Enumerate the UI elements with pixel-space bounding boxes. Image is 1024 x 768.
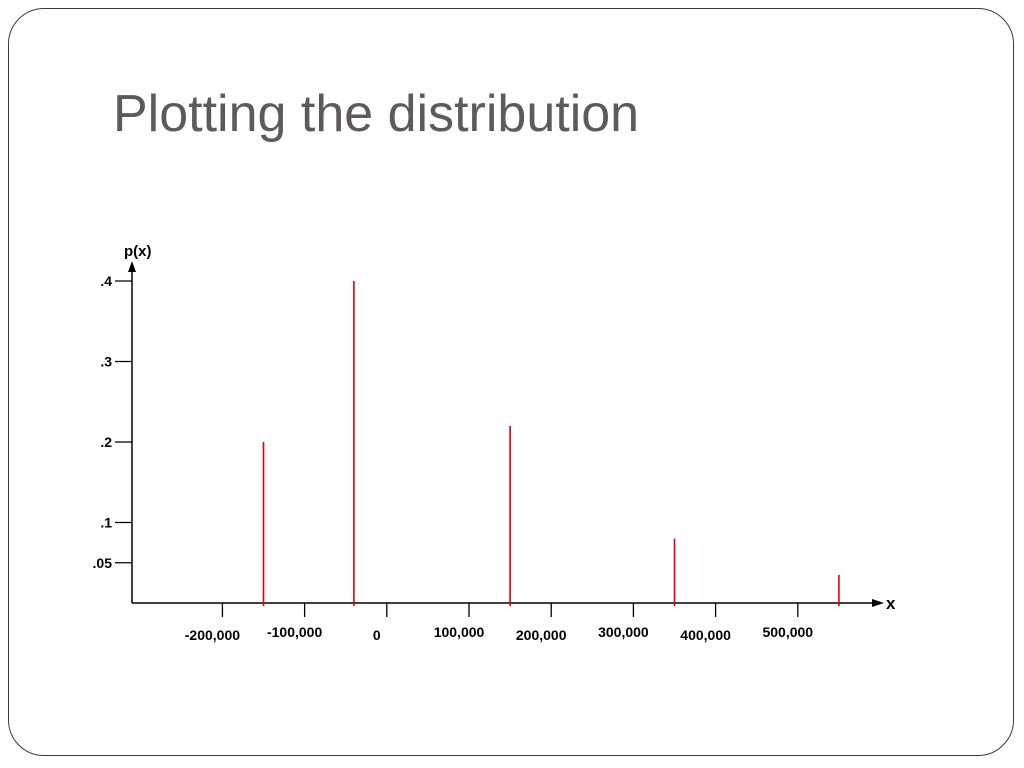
- x-tick-label: 500,000: [762, 624, 813, 640]
- x-axis-title: x: [886, 594, 896, 613]
- y-axis-arrow: [128, 261, 136, 272]
- chart-bars: [262, 281, 840, 606]
- chart-axes: [128, 261, 884, 607]
- y-tick-label: .4: [100, 273, 112, 289]
- slide-title: Plotting the distribution: [113, 85, 640, 143]
- chart-ticks: .05 .1 .2 .3 .4 -200,000 -100,000 0 100,000 200,0…: [93, 273, 814, 643]
- x-axis-arrow: [872, 599, 884, 607]
- slide-frame: [8, 8, 1014, 756]
- x-tick-label: 0: [373, 627, 381, 643]
- x-tick-label: 300,000: [598, 624, 649, 640]
- y-tick-label: .3: [100, 354, 112, 370]
- x-tick-label: 100,000: [434, 624, 485, 640]
- y-axis-title: p(x): [124, 243, 152, 260]
- x-tick-label: -100,000: [267, 624, 322, 640]
- y-tick-label: .2: [100, 434, 112, 450]
- x-tick-label: -200,000: [185, 627, 240, 643]
- y-tick-label: .1: [100, 515, 112, 531]
- y-tick-label: .05: [93, 555, 113, 571]
- x-tick-label: 400,000: [680, 627, 731, 643]
- x-tick-label: 200,000: [516, 627, 567, 643]
